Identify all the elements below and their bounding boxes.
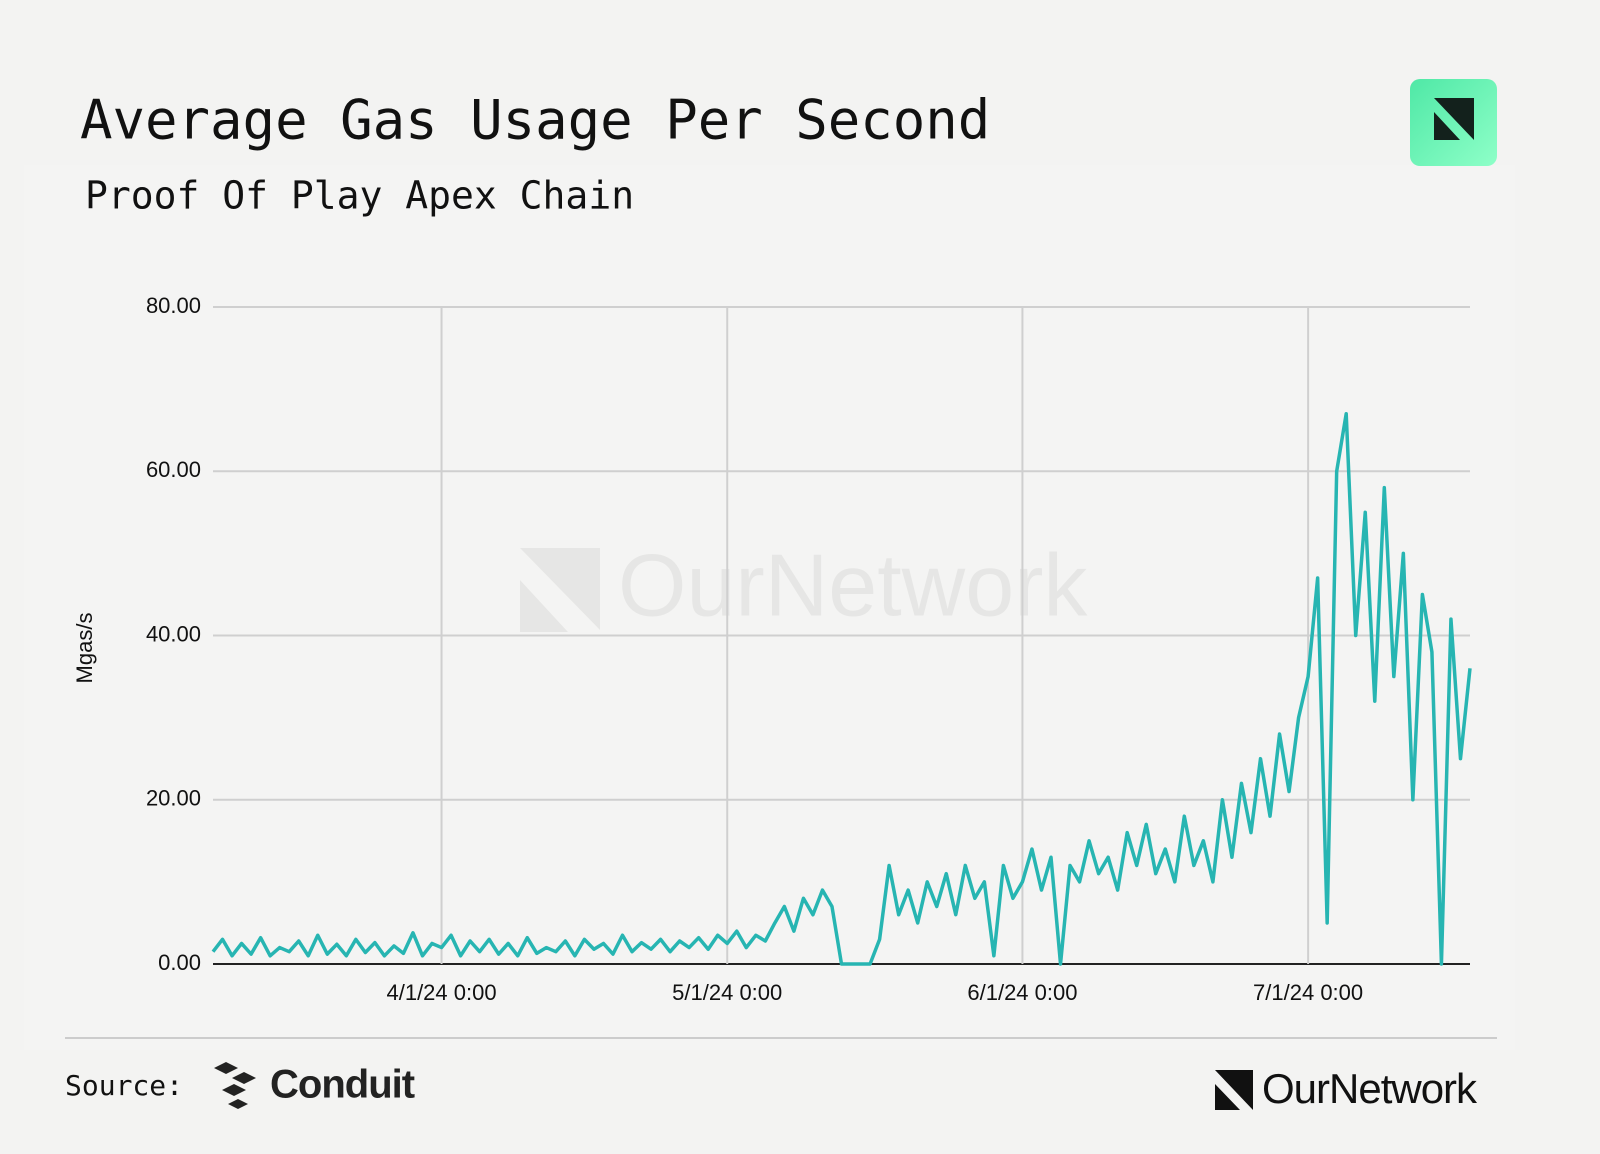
panel [24, 165, 1515, 1050]
subtitle: Proof Of Play Apex Chain [85, 174, 634, 218]
logo-badge [1410, 79, 1497, 166]
x-tick-label: 7/1/24 0:00 [1253, 980, 1363, 1005]
x-tick-label: 5/1/24 0:00 [672, 980, 782, 1005]
y-axis-label: Mgas/s [72, 613, 97, 684]
source-label: Source: [65, 1069, 183, 1102]
watermark: OurNetwork [520, 535, 1088, 634]
y-tick-label: 20.00 [146, 786, 201, 811]
y-tick-label: 80.00 [146, 293, 201, 318]
y-tick-label: 0.00 [158, 950, 201, 975]
conduit-logo [214, 1062, 256, 1109]
source-name: Conduit [270, 1063, 415, 1107]
brand-name: OurNetwork [1262, 1065, 1478, 1112]
y-tick-label: 40.00 [146, 621, 201, 646]
title: Average Gas Usage Per Second [80, 89, 990, 152]
watermark-text: OurNetwork [618, 535, 1088, 634]
brand-mark [1215, 1070, 1253, 1110]
watermark-mark [520, 548, 600, 632]
x-tick-label: 4/1/24 0:00 [386, 980, 496, 1005]
data-line [211, 412, 1472, 966]
x-tick-label: 6/1/24 0:00 [967, 980, 1077, 1005]
conduit-mark [214, 1062, 256, 1109]
logo-mark [1434, 98, 1474, 140]
y-tick-label: 60.00 [146, 457, 201, 482]
